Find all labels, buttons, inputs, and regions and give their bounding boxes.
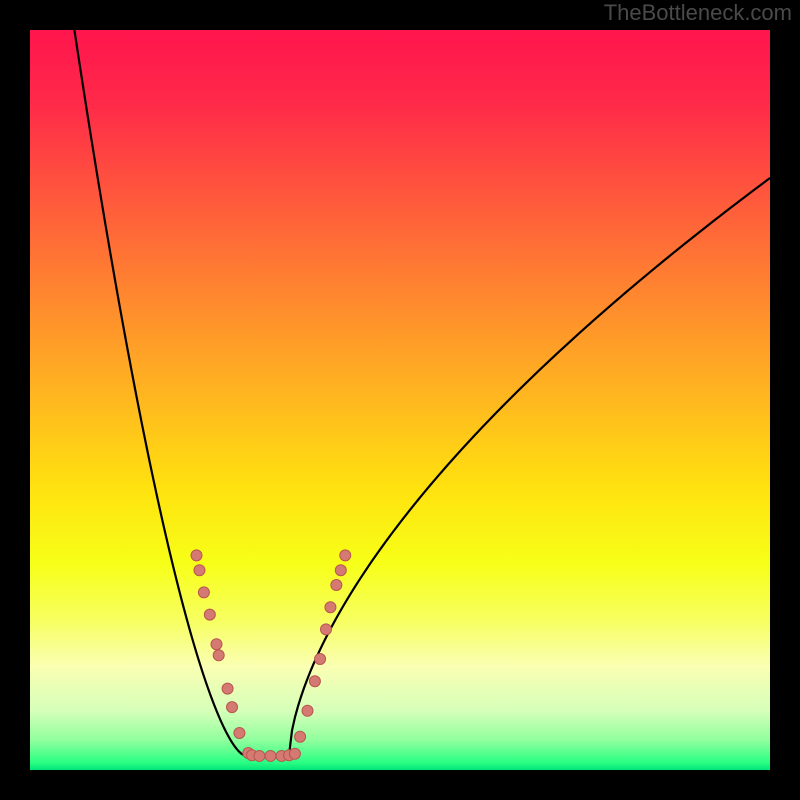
data-marker: [325, 602, 336, 613]
data-marker: [309, 676, 320, 687]
data-marker: [289, 748, 300, 759]
data-marker: [227, 702, 238, 713]
data-marker: [331, 580, 342, 591]
chart-stage: TheBottleneck.com: [0, 0, 800, 800]
gradient-background: [30, 30, 770, 770]
data-marker: [340, 550, 351, 561]
data-marker: [234, 728, 245, 739]
data-marker: [254, 750, 265, 761]
data-marker: [265, 750, 276, 761]
data-marker: [198, 587, 209, 598]
data-marker: [191, 550, 202, 561]
data-marker: [213, 650, 224, 661]
data-marker: [211, 639, 222, 650]
data-marker: [222, 683, 233, 694]
data-marker: [302, 705, 313, 716]
data-marker: [315, 654, 326, 665]
data-marker: [295, 731, 306, 742]
bottleneck-curve-chart: [0, 0, 800, 800]
data-marker: [321, 624, 332, 635]
watermark-text: TheBottleneck.com: [604, 0, 792, 26]
data-marker: [335, 565, 346, 576]
data-marker: [204, 609, 215, 620]
data-marker: [194, 565, 205, 576]
